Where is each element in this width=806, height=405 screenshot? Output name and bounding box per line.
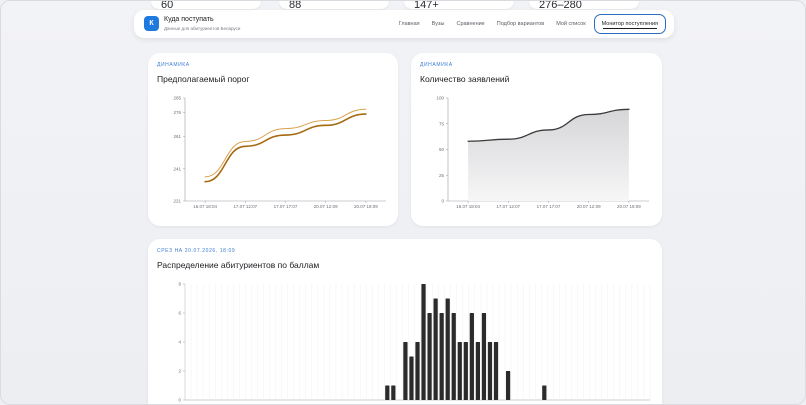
applications-card: Динамика Количество заявлений 0 25 50 75 100… [411,53,662,226]
card-eyebrow: Динамика [420,62,453,68]
threshold-chart: 221 241 261 276 285 16.07 18:04 17.07 12:07 17.… [173,96,386,209]
card-title: Предполагаемый порог [157,74,250,84]
distribution-card: Срез на 20.07.2026, 18:09 Распределение … [148,239,662,404]
stat-value: 147+ [414,0,439,11]
histogram-bar [439,313,444,400]
stat-card: 276–280 [529,0,639,11]
y-tick-label: 4 [178,340,181,345]
histogram-bar [542,385,547,400]
histogram-bar [451,313,456,400]
x-tick-label: 20.07 12:09 [577,204,601,209]
y-tick-label: 241 [173,166,181,171]
nav-link-monitor[interactable]: Монитор поступления [593,14,666,34]
x-tick-label: 20.07 18:09 [617,204,641,209]
series-line [204,113,367,183]
card-title: Распределение абитуриентов по баллам [157,260,320,270]
histogram-bar [409,356,414,400]
y-tick-label: 2 [178,369,181,374]
stat-card: 88 [279,0,389,11]
card-eyebrow: Динамика [157,62,190,68]
card-eyebrow: Срез на 20.07.2026, 18:09 [157,248,236,254]
y-tick-label: 285 [173,96,181,101]
histogram-bar [445,298,450,400]
nav-link-universities[interactable]: Вузы [431,21,445,27]
x-tick-label: 20.07 12:09 [314,204,338,209]
x-tick-label: 16.07 18:04 [456,204,480,209]
y-tick-label: 0 [178,398,181,403]
y-tick-label: 6 [178,311,181,316]
histogram-bar [391,385,396,400]
x-tick-label: 20.07 18:09 [354,204,378,209]
applications-chart: 0 25 50 75 100 16.07 18:04 17.07 12:07 17.07 17… [436,96,649,209]
brand-subtitle: Данные для абитуриентов Беларуси [164,26,241,31]
histogram-bar [415,342,420,400]
nav-links: Главная Вузы Сравнение Подбор вариантов … [393,10,666,38]
histogram-bar [505,371,511,400]
x-tick-label: 17.07 17:07 [537,204,561,209]
histogram-bar [493,342,499,400]
nav-link-compare[interactable]: Сравнение [456,21,485,27]
histogram-bar [469,313,474,400]
y-tick-label: 276 [173,110,181,115]
stat-card: 60 [151,0,261,11]
histogram-bar [385,385,390,400]
histogram-bar [481,313,487,400]
x-tick-label: 17.07 12:07 [496,204,520,209]
x-tick-label: 17.07 12:07 [233,204,257,209]
x-tick-label: 17.07 17:07 [274,204,298,209]
histogram-bar [403,342,408,400]
y-tick-label: 221 [173,199,181,204]
nav-link-options[interactable]: Подбор вариантов [496,21,545,27]
histogram-bar [433,298,438,400]
y-tick-label: 75 [439,121,445,126]
card-title: Количество заявлений [420,74,510,84]
histogram-bar [421,284,426,400]
y-tick-label: 261 [173,134,181,139]
top-nav: К Куда поступать Данные для абитуриентов… [134,10,674,38]
y-tick-label: 0 [441,199,444,204]
x-tick-label: 16.07 18:04 [193,204,217,209]
series-line [204,108,367,178]
stat-value: 88 [289,0,302,11]
stat-card: 147+ [404,0,514,11]
histogram-bar [475,342,481,400]
histogram-bar [457,342,462,400]
y-tick-label: 25 [439,173,445,178]
brand-title[interactable]: Куда поступать [164,16,214,23]
series-line [467,108,630,142]
nav-link-my-list[interactable]: Мой список [556,21,586,27]
histogram-bar [487,342,493,400]
y-tick-label: 8 [178,282,181,287]
stat-value: 60 [161,0,174,11]
y-tick-label: 50 [439,147,445,152]
stat-value: 276–280 [539,0,582,11]
threshold-card: Динамика Предполагаемый порог 221 241 261 2… [148,53,398,226]
y-tick-label: 100 [436,96,444,101]
histogram-bar [427,313,432,400]
histogram-bar [463,342,468,400]
logo-icon[interactable]: К [144,16,159,31]
distribution-chart: 0 2 4 6 8 [178,282,651,403]
area-fill [468,109,629,201]
nav-link-home[interactable]: Главная [398,21,420,27]
